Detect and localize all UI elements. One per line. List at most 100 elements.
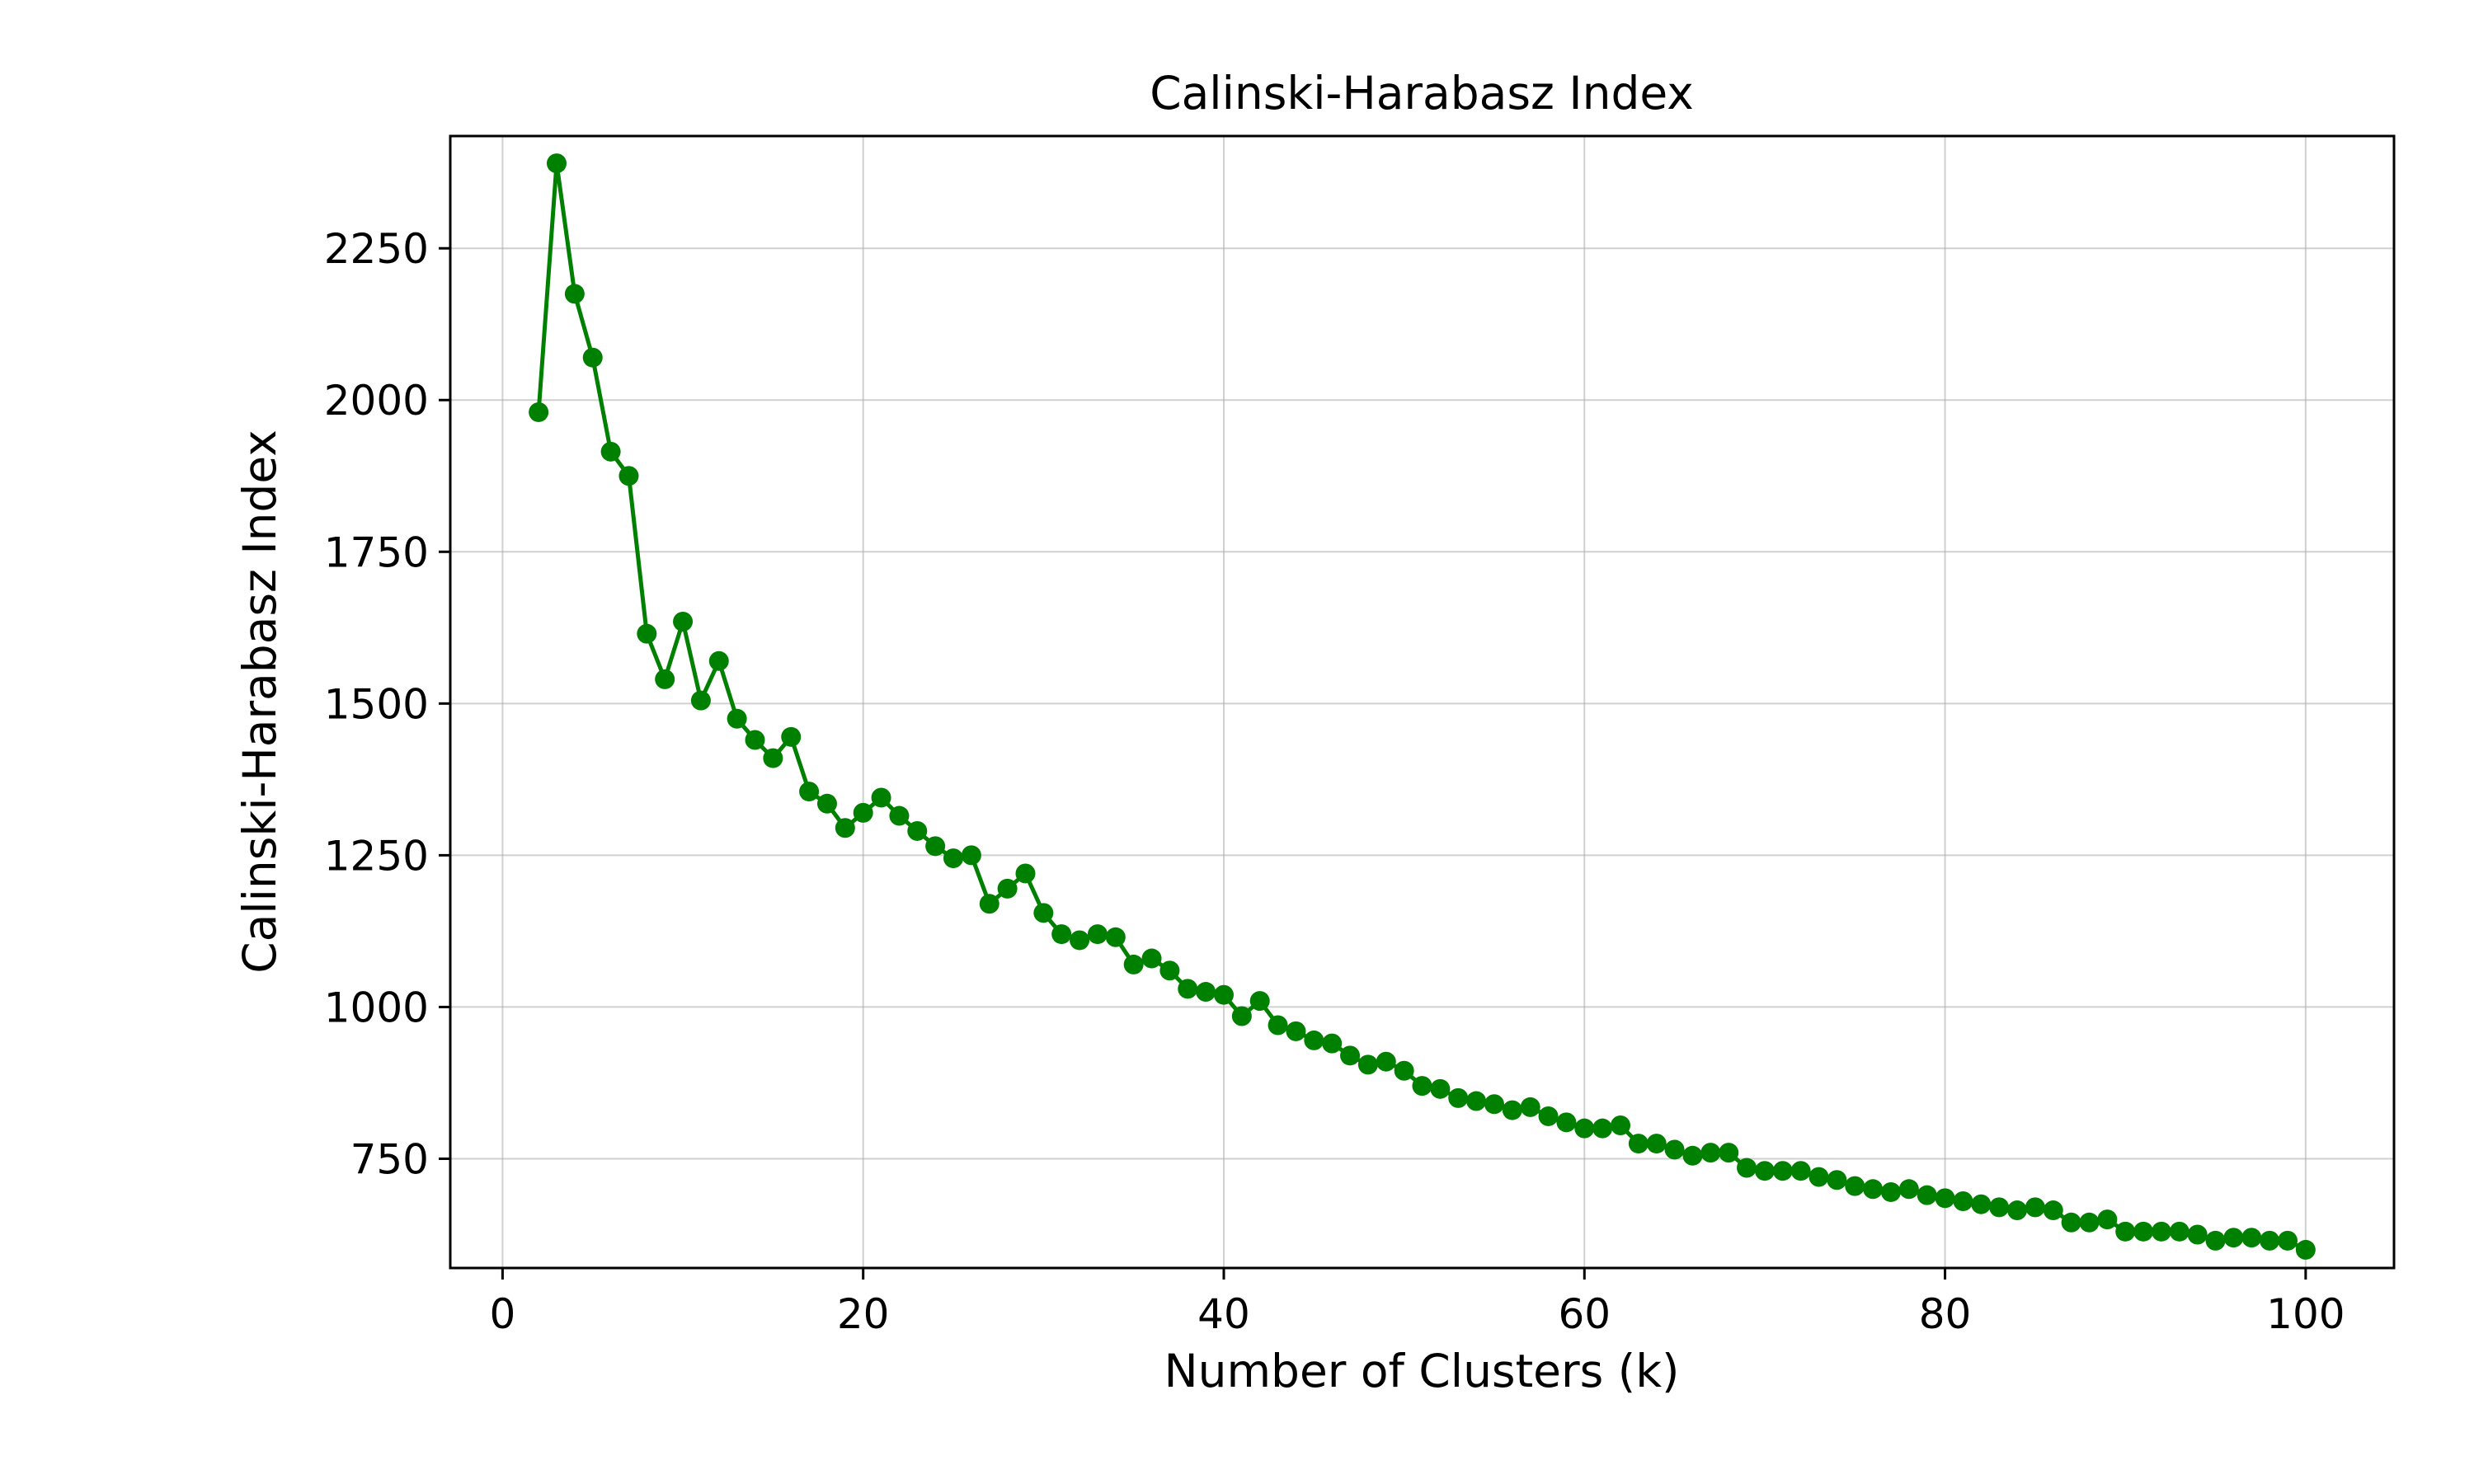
data-point bbox=[673, 611, 694, 632]
data-point bbox=[925, 836, 946, 857]
axis-ticks: 0 20 40 60 80 100 750 1000 1250 1500 1750 2000 2250 bbox=[324, 225, 2345, 1338]
data-point bbox=[1592, 1118, 1613, 1139]
data-point bbox=[1538, 1106, 1559, 1126]
data-point bbox=[2043, 1200, 2063, 1221]
data-point bbox=[1880, 1181, 1901, 1202]
data-point bbox=[1231, 1006, 1252, 1026]
data-point bbox=[1268, 1015, 1288, 1036]
data-point bbox=[1159, 960, 1180, 981]
data-point bbox=[582, 347, 603, 368]
data-point bbox=[1646, 1134, 1667, 1154]
data-point bbox=[655, 669, 675, 689]
data-point bbox=[1015, 863, 1036, 884]
data-point bbox=[1953, 1191, 1973, 1212]
data-point bbox=[979, 894, 999, 914]
data-point bbox=[1971, 1194, 1992, 1214]
chart-title: Calinski-Harabasz Index bbox=[1150, 67, 1694, 120]
data-point bbox=[1322, 1033, 1343, 1054]
data-point bbox=[961, 845, 981, 866]
data-point bbox=[1700, 1143, 1721, 1163]
data-point bbox=[1340, 1045, 1361, 1066]
data-point bbox=[1286, 1021, 1306, 1041]
data-point bbox=[1935, 1188, 1955, 1209]
x-tick-label: 0 bbox=[490, 1290, 516, 1338]
data-point bbox=[708, 650, 729, 671]
x-tick-label: 20 bbox=[837, 1290, 890, 1338]
data-point bbox=[1772, 1161, 1793, 1181]
data-point bbox=[816, 793, 837, 814]
data-point bbox=[907, 820, 928, 841]
data-point bbox=[745, 730, 765, 750]
y-tick-label: 750 bbox=[350, 1135, 429, 1183]
y-tick-label: 1000 bbox=[324, 984, 429, 1031]
y-tick-label: 1250 bbox=[324, 832, 429, 880]
data-point bbox=[637, 623, 657, 644]
data-point bbox=[1213, 984, 1234, 1005]
data-point bbox=[529, 402, 549, 422]
data-point bbox=[997, 878, 1018, 899]
data-point bbox=[2025, 1197, 2045, 1218]
data-point bbox=[1357, 1054, 1378, 1075]
data-point bbox=[1664, 1139, 1685, 1160]
data-point bbox=[2260, 1230, 2280, 1251]
data-point bbox=[1790, 1161, 1811, 1181]
data-point bbox=[2169, 1221, 2189, 1242]
x-tick-label: 100 bbox=[2266, 1290, 2345, 1338]
data-point bbox=[1178, 979, 1198, 999]
data-point bbox=[1123, 954, 1144, 974]
y-tick-label: 1750 bbox=[324, 528, 429, 576]
data-point bbox=[1989, 1197, 2010, 1218]
data-point bbox=[2133, 1221, 2154, 1242]
plot-frame bbox=[449, 134, 2396, 1270]
data-point bbox=[1737, 1158, 1757, 1178]
data-point bbox=[1719, 1143, 1739, 1163]
data-point bbox=[1484, 1094, 1504, 1115]
data-point bbox=[547, 153, 567, 174]
data-point bbox=[600, 441, 621, 462]
data-point bbox=[1033, 903, 1054, 923]
data-point bbox=[1070, 930, 1090, 951]
data-point bbox=[2061, 1212, 2081, 1233]
x-tick-label: 40 bbox=[1197, 1290, 1250, 1338]
data-point bbox=[727, 708, 747, 729]
data-point bbox=[2115, 1221, 2136, 1242]
data-point bbox=[690, 690, 711, 711]
x-axis-label: Number of Clusters (k) bbox=[1164, 1345, 1679, 1397]
data-point bbox=[2295, 1239, 2316, 1260]
data-point bbox=[1827, 1170, 1847, 1190]
y-axis-label: Calinski-Harabasz Index bbox=[233, 430, 286, 974]
data-point bbox=[1249, 991, 1270, 1012]
data-point bbox=[1898, 1179, 1919, 1200]
data-point bbox=[781, 726, 802, 747]
data-point bbox=[1376, 1051, 1396, 1072]
x-tick-label: 80 bbox=[1919, 1290, 1972, 1338]
data-point bbox=[1917, 1185, 1937, 1205]
y-tick-label: 2250 bbox=[324, 225, 429, 273]
data-point bbox=[871, 787, 891, 808]
data-point bbox=[1196, 982, 1216, 1003]
data-point bbox=[2187, 1224, 2208, 1245]
data-point bbox=[835, 818, 855, 838]
data-point bbox=[1863, 1179, 1884, 1200]
data-point bbox=[1430, 1078, 1451, 1099]
data-point bbox=[1412, 1076, 1432, 1097]
data-point bbox=[2097, 1209, 2118, 1230]
data-point bbox=[1466, 1091, 1487, 1111]
data-point bbox=[2241, 1228, 2262, 1248]
data-point bbox=[889, 805, 910, 826]
data-point bbox=[1502, 1100, 1522, 1120]
y-tick-label: 2000 bbox=[324, 377, 429, 425]
data-point bbox=[799, 782, 820, 802]
data-point bbox=[1448, 1087, 1469, 1108]
data-point bbox=[564, 284, 585, 304]
data-point bbox=[1105, 927, 1126, 947]
data-point bbox=[1808, 1167, 1829, 1187]
data-point bbox=[1394, 1060, 1414, 1081]
data-point bbox=[943, 848, 964, 869]
data-point bbox=[2223, 1228, 2244, 1248]
series-layer bbox=[529, 153, 2316, 1260]
data-point bbox=[618, 466, 639, 486]
data-point bbox=[1574, 1118, 1595, 1139]
data-point bbox=[1141, 948, 1162, 969]
